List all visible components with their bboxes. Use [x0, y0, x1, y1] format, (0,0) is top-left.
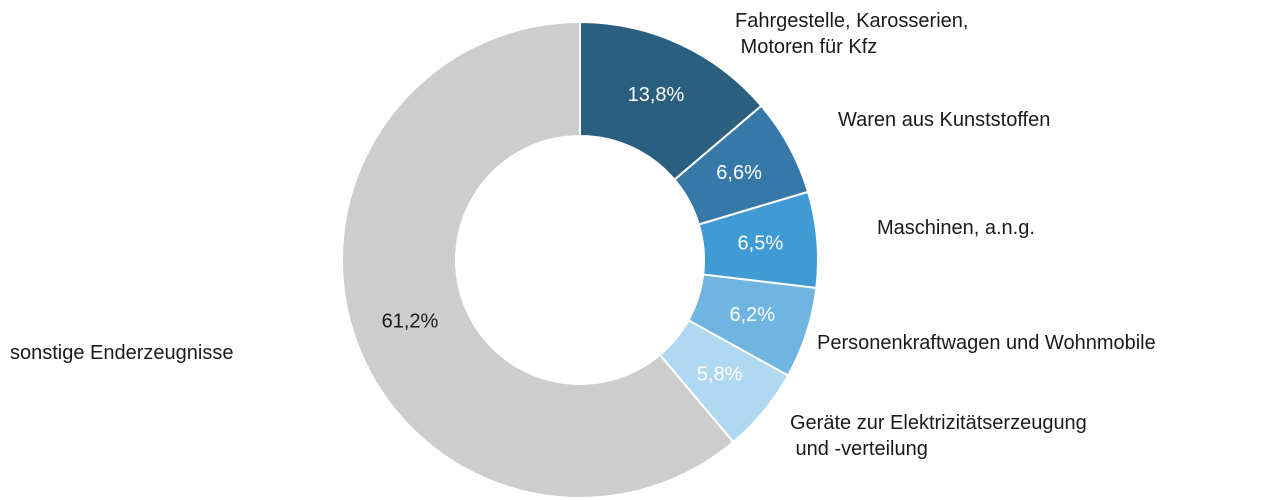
value-label: 6,6% [716, 162, 762, 184]
value-label: 5,8% [697, 363, 743, 385]
donut-slice [579, 20, 763, 182]
category-label: Waren aus Kunststoffen [838, 109, 1051, 131]
donut-slice [341, 20, 735, 499]
category-label: sonstige Enderzeugnisse [10, 342, 234, 364]
value-label: 6,2% [729, 304, 775, 326]
category-label: Geräte zur Elektrizitätserzeugung und -v… [790, 412, 1087, 460]
category-label: Personenkraftwagen und Wohnmobile [817, 332, 1156, 354]
category-label: Maschinen, a.n.g. [877, 217, 1035, 239]
value-label: 6,5% [738, 233, 784, 255]
value-label: 61,2% [382, 310, 439, 332]
value-label: 13,8% [628, 84, 685, 106]
category-label: Fahrgestelle, Karosserien, Motoren für K… [735, 10, 969, 58]
